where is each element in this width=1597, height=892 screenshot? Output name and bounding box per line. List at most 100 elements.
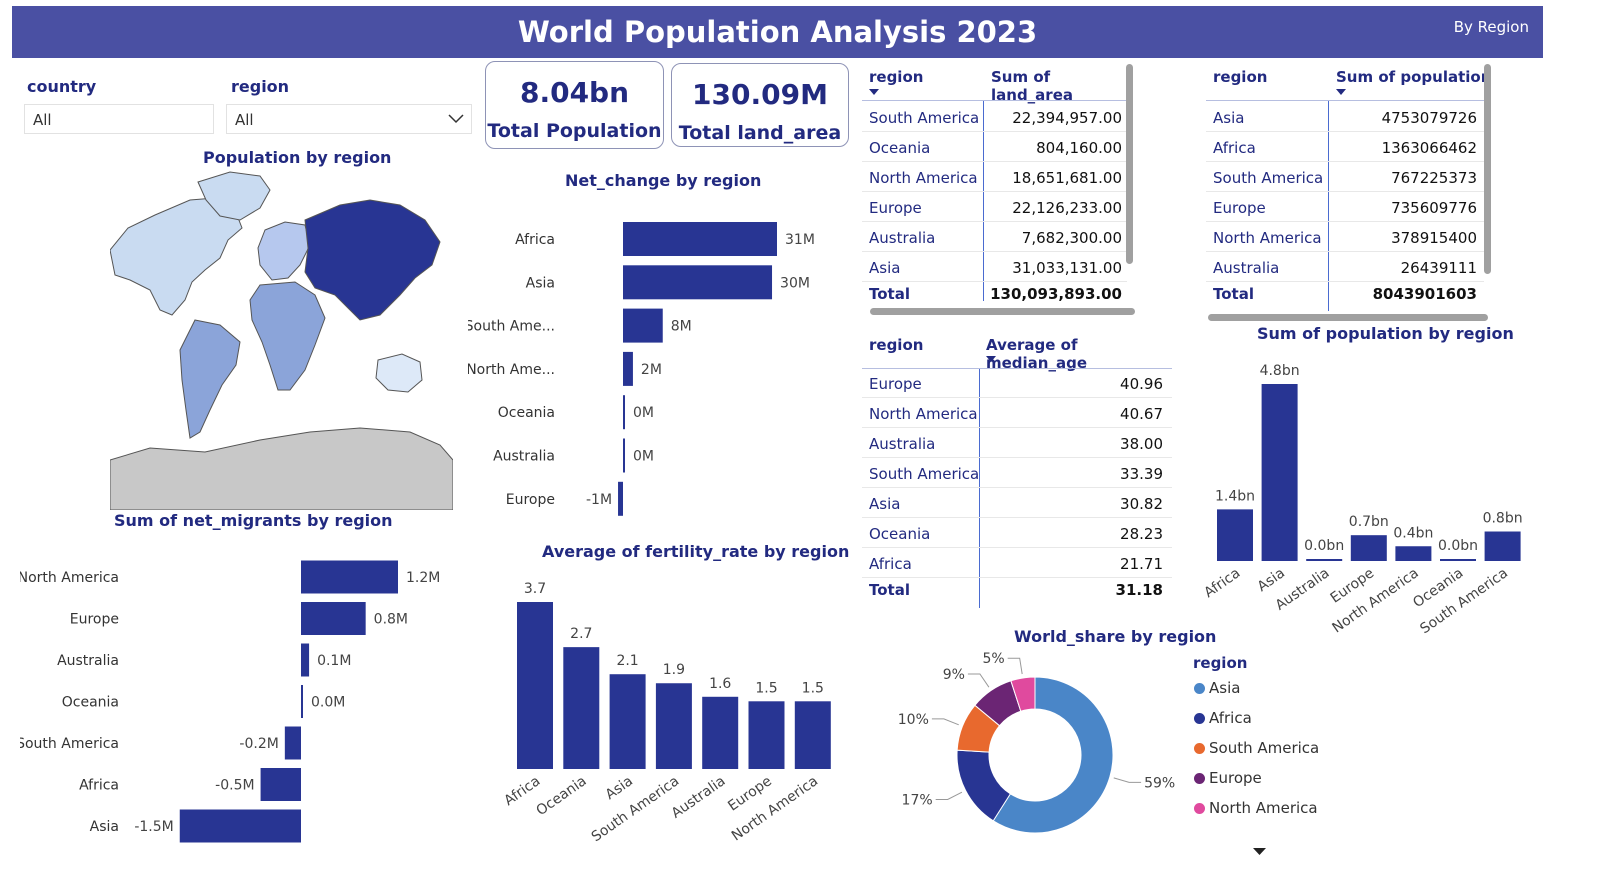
column-header-region[interactable]: region — [869, 68, 924, 86]
sort-down-icon — [869, 89, 879, 95]
table-cell-region: Australia — [869, 229, 936, 247]
world-map[interactable] — [110, 170, 453, 510]
table-cell-value: 30.82 — [1120, 495, 1163, 513]
bar — [623, 395, 625, 430]
legend-item[interactable]: Europe — [1194, 767, 1262, 789]
bar — [1440, 559, 1476, 561]
legend-item[interactable]: North America — [1194, 797, 1318, 819]
donut-slice — [1010, 676, 1036, 712]
table-h-scrollbar[interactable] — [870, 308, 1135, 315]
table-cell-value: 40.96 — [1120, 375, 1163, 393]
data-label: 1.4bn — [1215, 488, 1255, 504]
sort-down-icon — [986, 356, 996, 362]
column-header-land-area[interactable]: Sum of land_area — [991, 68, 1073, 104]
table-cell-region: North America — [1213, 229, 1322, 247]
data-label: 0.1M — [317, 653, 351, 669]
bar — [1395, 546, 1432, 561]
legend-swatch — [1194, 713, 1205, 724]
category-label: Oceania — [534, 773, 590, 819]
population-chart: 1.4bnAfrica4.8bnAsia0.0bnAustralia0.7bnE… — [1201, 363, 1522, 637]
data-label: 1.5 — [755, 680, 777, 696]
category-label: Asia — [603, 773, 636, 803]
bar — [301, 602, 366, 635]
legend: Asia Africa South America Europe North Ameri… — [1194, 677, 1354, 827]
data-label: 0.8M — [374, 612, 408, 628]
table-cell-value: 22,126,233.00 — [1012, 199, 1122, 217]
bar — [301, 560, 398, 594]
data-label: 2.7 — [570, 626, 592, 642]
population-table: region Sum of population Asia 4753079726 A… — [1206, 62, 1496, 311]
map-region-south-america[interactable] — [179, 319, 241, 439]
leader-line — [1007, 657, 1023, 675]
table-cell-value: 735609776 — [1391, 199, 1477, 217]
category-label: Africa — [1201, 565, 1243, 601]
table-cell-region: Australia — [869, 435, 936, 453]
net-change-title: Net_change by region — [565, 171, 762, 190]
bar — [609, 674, 646, 769]
table-cell-region: Oceania — [869, 139, 931, 157]
country-slicer[interactable]: All — [24, 104, 214, 134]
category-label: South Ame... — [468, 319, 555, 335]
column-header-region[interactable]: region — [869, 336, 924, 354]
data-label: 10% — [898, 712, 929, 728]
category-label: South America — [20, 736, 119, 752]
legend-item[interactable]: Asia — [1194, 677, 1240, 699]
data-label: 0.0bn — [1304, 538, 1344, 554]
bar — [1217, 509, 1253, 561]
table-h-scrollbar[interactable] — [1208, 314, 1488, 321]
bar — [748, 701, 785, 769]
map-region-africa[interactable] — [249, 281, 326, 391]
data-label: 8M — [671, 319, 692, 335]
category-label: Oceania — [62, 695, 119, 711]
table-scrollbar[interactable] — [1484, 64, 1491, 274]
bar — [623, 351, 633, 386]
map-region-antarctica — [110, 427, 453, 510]
bar — [1306, 559, 1343, 561]
data-label: 0.7bn — [1349, 514, 1389, 530]
table-cell-region: Africa — [1213, 139, 1256, 157]
donut-slice — [992, 676, 1114, 834]
table-cell-value: 40.67 — [1120, 405, 1163, 423]
data-label: 2M — [641, 362, 662, 378]
bar — [301, 685, 303, 718]
table-cell-value: 33.39 — [1120, 465, 1163, 483]
total-population-card: 8.04bn Total Population — [485, 61, 664, 149]
table-cell-value: 4753079726 — [1381, 109, 1477, 127]
legend-item[interactable]: South America — [1194, 737, 1319, 759]
category-label: North America — [20, 570, 119, 586]
table-cell-value: 767225373 — [1391, 169, 1477, 187]
population-chart-title: Sum of population by region — [1257, 324, 1514, 343]
category-label: Africa — [515, 232, 555, 248]
legend-swatch — [1194, 683, 1205, 694]
world-share-chart: 59% 17% 10% 9% 5% — [898, 651, 1175, 834]
data-label: 1.9 — [663, 662, 685, 678]
category-label: Asia — [90, 819, 119, 835]
map-region-greenland[interactable] — [197, 171, 271, 221]
category-label: Europe — [70, 612, 119, 628]
table-cell-region: South America — [1213, 169, 1324, 187]
map-region-asia[interactable] — [304, 199, 441, 321]
data-label: 0M — [633, 405, 654, 421]
table-scrollbar[interactable] — [1126, 64, 1133, 264]
table-total-value: 130,093,893.00 — [990, 285, 1122, 303]
legend-swatch — [1194, 773, 1205, 784]
legend-item[interactable]: Africa — [1194, 707, 1252, 729]
category-label: North Ame... — [468, 362, 555, 378]
data-label: 1.2M — [406, 570, 440, 586]
bar — [1261, 384, 1298, 561]
region-slicer[interactable]: All — [226, 104, 472, 134]
column-header-population[interactable]: Sum of population — [1336, 68, 1492, 86]
region-slicer-value: All — [226, 104, 472, 134]
data-label: -0.2M — [239, 736, 278, 752]
column-header-region[interactable]: region — [1213, 68, 1268, 86]
leader-line — [931, 718, 959, 726]
table-cell-region: Asia — [869, 259, 901, 277]
map-region-europe[interactable] — [257, 221, 311, 281]
data-label: -1.5M — [134, 819, 173, 835]
category-label: Australia — [493, 449, 555, 465]
sort-down-icon — [1336, 89, 1346, 95]
column-header-median-age[interactable]: Average of median_age — [986, 336, 1088, 372]
map-region-australia[interactable] — [375, 353, 423, 393]
map-region-north-america[interactable] — [110, 197, 243, 316]
legend-more-icon[interactable] — [1253, 848, 1266, 855]
